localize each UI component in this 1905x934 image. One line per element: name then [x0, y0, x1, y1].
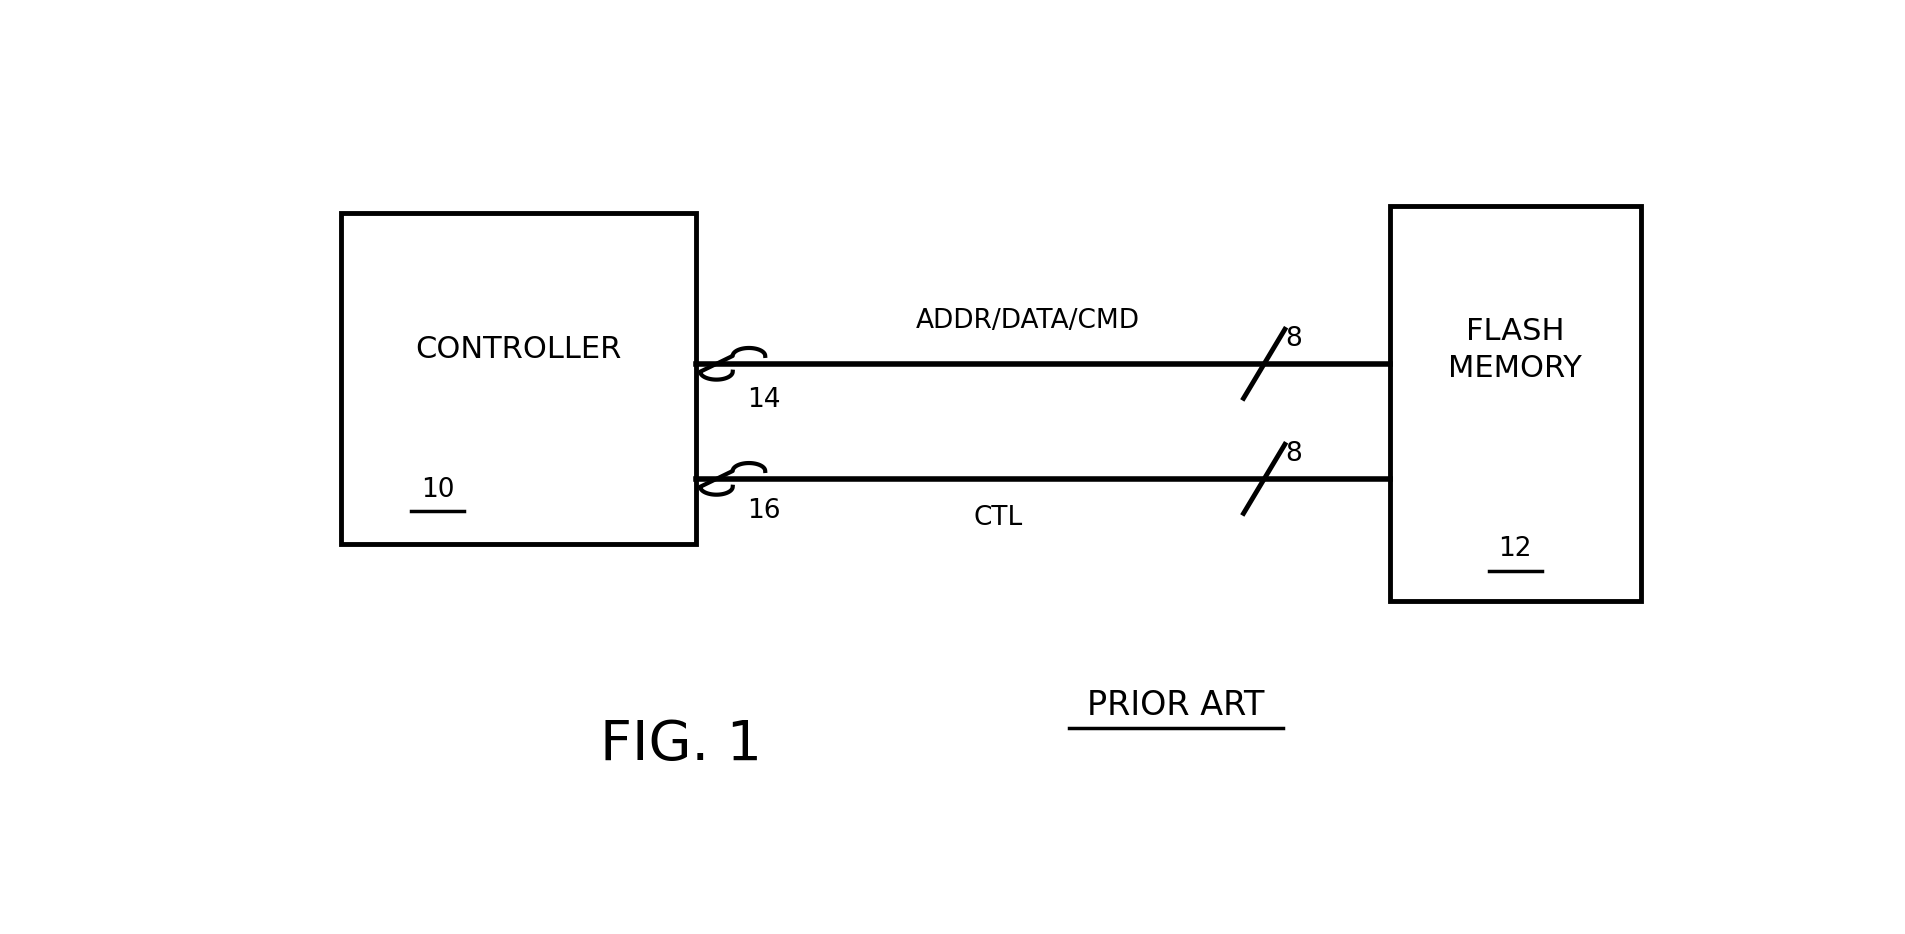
- Bar: [341, 213, 695, 544]
- Text: MEMORY: MEMORY: [1448, 354, 1581, 383]
- Text: 16: 16: [747, 498, 781, 524]
- Text: 8: 8: [1286, 441, 1303, 467]
- Bar: [1391, 205, 1640, 601]
- Text: CONTROLLER: CONTROLLER: [415, 335, 621, 364]
- Text: CTL: CTL: [973, 505, 1023, 531]
- Text: FLASH: FLASH: [1467, 317, 1564, 346]
- Text: ADDR/DATA/CMD: ADDR/DATA/CMD: [916, 307, 1139, 333]
- Text: FIG. 1: FIG. 1: [600, 718, 762, 772]
- Text: PRIOR ART: PRIOR ART: [1088, 689, 1265, 722]
- Text: 10: 10: [421, 476, 453, 502]
- Text: 8: 8: [1286, 326, 1303, 351]
- Text: 14: 14: [747, 387, 781, 413]
- Text: 12: 12: [1499, 536, 1532, 562]
